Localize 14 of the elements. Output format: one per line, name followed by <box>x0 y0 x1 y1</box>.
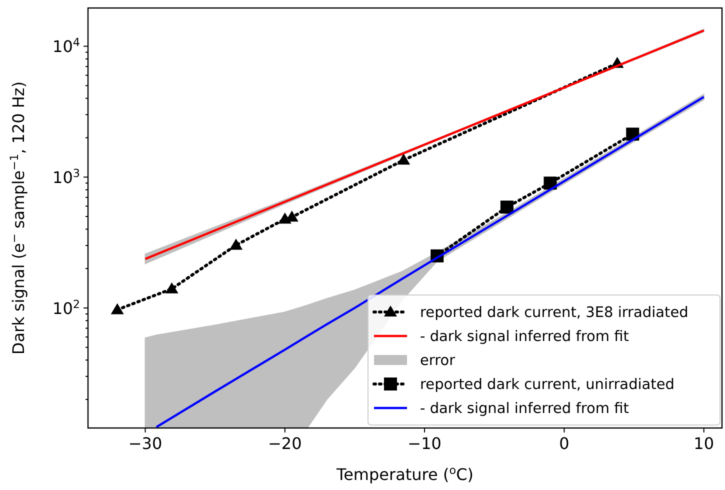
x-tick-label: 10 <box>694 434 714 453</box>
legend-label: error <box>420 353 456 369</box>
x-tick-label: −20 <box>268 434 302 453</box>
y-tick-label: 10$^{3}$ <box>52 166 80 188</box>
legend-label: - dark signal inferred from fit <box>420 401 630 417</box>
x-tick-label: −30 <box>128 434 162 453</box>
y-tick-label: 10$^{4}$ <box>52 36 80 56</box>
x-axis-title: Temperature ($^{o}$C) <box>336 464 474 484</box>
x-tick-label: 0 <box>559 434 570 453</box>
y-tick-label: 10$^{2}$ <box>52 297 80 318</box>
legend-label: reported dark current, unirradiated <box>420 377 674 393</box>
legend-label: reported dark current, 3E8 irradiated <box>420 305 688 321</box>
x-tick-label: −10 <box>408 434 442 453</box>
legend-label: - dark signal inferred from fit <box>420 329 630 345</box>
